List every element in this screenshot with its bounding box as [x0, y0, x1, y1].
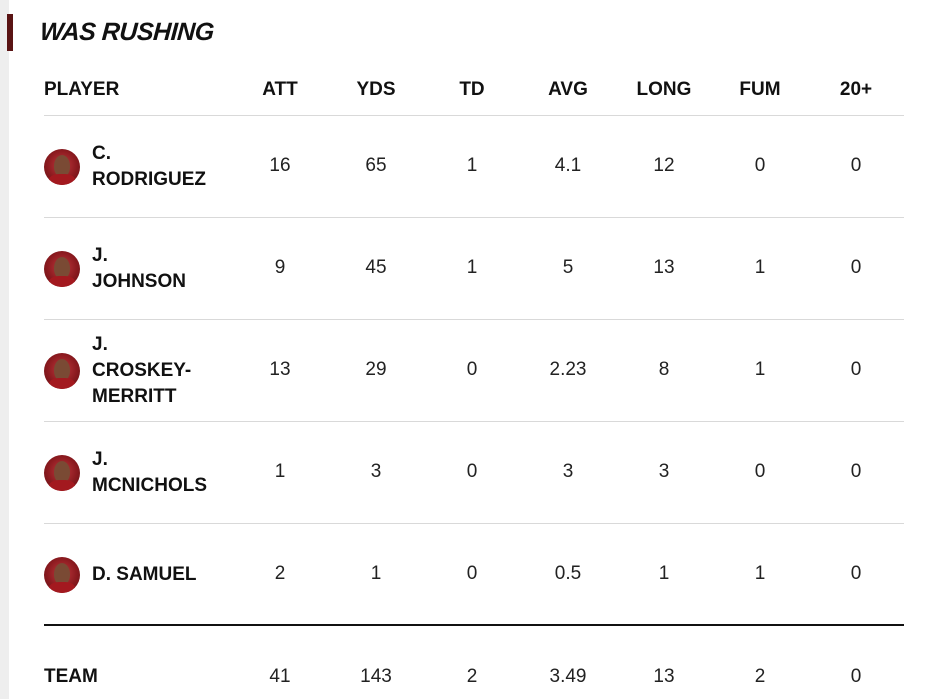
player-name-link[interactable]: D. SAMUEL: [92, 562, 222, 588]
stat-yds: 45: [365, 257, 387, 278]
player-name-line: RODRIGUEZ: [92, 169, 206, 190]
stat-yds: 3: [370, 461, 382, 482]
stat-fum: 1: [754, 257, 766, 278]
col-header-att[interactable]: ATT: [262, 79, 298, 100]
team-stat-att: 41: [269, 666, 291, 687]
table-row: D. SAMUEL 2 1 0 0.5 1 1 0: [44, 523, 904, 626]
player-name-line: MERRITT: [92, 386, 177, 407]
team-stat-td: 2: [466, 666, 478, 687]
player-name-line: CROSKEY-: [92, 360, 192, 381]
player-avatar[interactable]: [44, 557, 80, 593]
player-name-line: JOHNSON: [92, 271, 186, 292]
stat-att: 13: [269, 359, 291, 380]
player-name-link[interactable]: J. JOHNSON: [92, 243, 222, 295]
col-header-td[interactable]: TD: [459, 79, 485, 100]
stat-td: 1: [466, 257, 478, 278]
col-header-yds[interactable]: YDS: [356, 79, 396, 100]
stat-att: 16: [269, 155, 291, 176]
team-label: TEAM: [44, 666, 98, 687]
player-name-line: J.: [92, 449, 108, 470]
team-stat-fum: 2: [754, 666, 766, 687]
team-stat-avg: 3.49: [549, 666, 587, 687]
stat-att: 1: [274, 461, 286, 482]
col-header-long[interactable]: LONG: [636, 79, 692, 100]
stat-long: 8: [658, 359, 670, 380]
stat-avg: 3: [562, 461, 574, 482]
table-row: C. RODRIGUEZ 16 65 1 4.1 12 0 0: [44, 115, 904, 218]
player-avatar[interactable]: [44, 251, 80, 287]
player-name-link[interactable]: J. CROSKEY- MERRITT: [92, 332, 222, 410]
stat-att: 9: [274, 257, 286, 278]
team-stat-long: 13: [653, 666, 675, 687]
table-row: J. JOHNSON 9 45 1 5 13 1 0: [44, 217, 904, 320]
stat-td: 0: [466, 563, 478, 584]
stat-yds: 1: [370, 563, 382, 584]
left-rail: [0, 0, 9, 699]
player-avatar[interactable]: [44, 149, 80, 185]
table-row: J. MCNICHOLS 1 3 0 3 3 0 0: [44, 421, 904, 524]
stat-avg: 0.5: [554, 563, 582, 584]
col-header-twenty-plus[interactable]: 20+: [839, 79, 873, 100]
stat-twenty-plus: 0: [850, 461, 862, 482]
stat-fum: 1: [754, 359, 766, 380]
stat-yds: 29: [365, 359, 387, 380]
stat-long: 13: [653, 257, 675, 278]
stat-avg: 4.1: [554, 155, 582, 176]
stat-long: 1: [658, 563, 670, 584]
player-name-link[interactable]: C. RODRIGUEZ: [92, 141, 222, 193]
stat-twenty-plus: 0: [850, 257, 862, 278]
stat-avg: 2.23: [549, 359, 587, 380]
stat-twenty-plus: 0: [850, 563, 862, 584]
col-header-avg[interactable]: AVG: [548, 79, 588, 100]
player-name-line: D. SAMUEL: [92, 564, 197, 585]
player-avatar[interactable]: [44, 353, 80, 389]
stat-fum: 0: [754, 461, 766, 482]
player-avatar[interactable]: [44, 455, 80, 491]
player-name-line: MCNICHOLS: [92, 475, 208, 496]
stat-twenty-plus: 0: [850, 155, 862, 176]
stat-twenty-plus: 0: [850, 359, 862, 380]
section-title: WAS RUSHING: [39, 18, 215, 46]
stat-avg: 5: [562, 257, 574, 278]
stat-yds: 65: [365, 155, 387, 176]
stat-fum: 0: [754, 155, 766, 176]
stat-td: 1: [466, 155, 478, 176]
player-name-line: C.: [92, 143, 111, 164]
stat-td: 0: [466, 461, 478, 482]
player-name-line: J.: [92, 334, 108, 355]
team-stat-twenty-plus: 0: [850, 666, 862, 687]
stat-att: 2: [274, 563, 286, 584]
col-header-fum[interactable]: FUM: [739, 79, 781, 100]
stat-long: 12: [653, 155, 675, 176]
table-row: J. CROSKEY- MERRITT 13 29 0 2.23 8 1 0: [44, 319, 904, 422]
col-header-player[interactable]: PLAYER: [44, 79, 120, 100]
stat-td: 0: [466, 359, 478, 380]
player-name-line: J.: [92, 245, 108, 266]
team-divider: [44, 624, 904, 626]
stat-fum: 1: [754, 563, 766, 584]
title-accent-bar: [7, 14, 13, 51]
player-name-link[interactable]: J. MCNICHOLS: [92, 447, 222, 499]
team-stat-yds: 143: [360, 666, 392, 687]
stat-long: 3: [658, 461, 670, 482]
